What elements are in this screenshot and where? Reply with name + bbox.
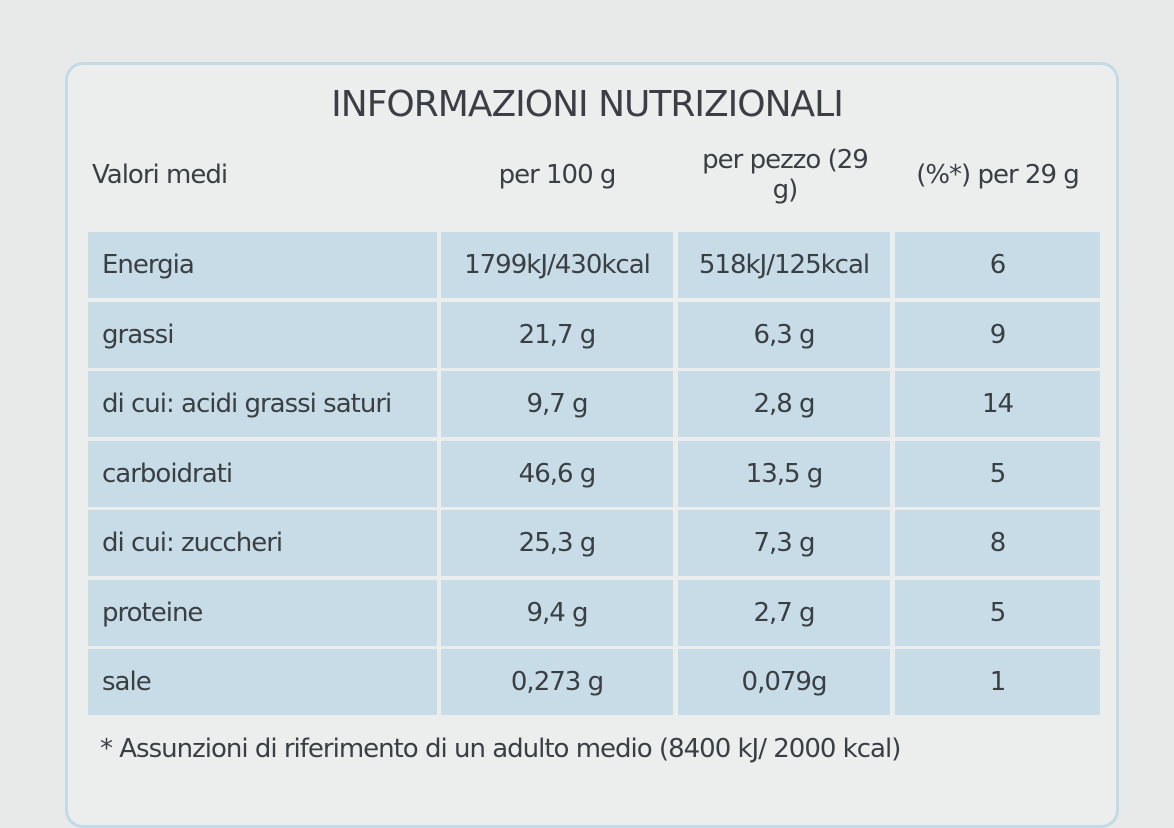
column-header: (%*) per 29 g	[916, 160, 1080, 190]
table-cell: grassi	[88, 301, 437, 368]
table-cell: 13,5 g	[678, 440, 890, 507]
table-cell: di cui: zuccheri	[88, 510, 437, 576]
table-cell: Energia	[88, 232, 437, 298]
table-cell: 0,079g	[678, 649, 890, 715]
column-header: per 100 g	[498, 160, 617, 190]
title: INFORMAZIONI NUTRIZIONALI	[331, 84, 844, 125]
table-cell: di cui: acidi grassi saturi	[88, 371, 437, 437]
table-cell: 9	[895, 301, 1100, 368]
table-cell: 9,7 g	[441, 371, 673, 437]
table-cell: 0,273 g	[441, 649, 673, 715]
table-cell: 6,3 g	[678, 301, 890, 368]
page: INFORMAZIONI NUTRIZIONALI Valori medi per…	[65, 62, 1119, 828]
column-header: per pezzo (29 g)	[702, 145, 869, 205]
table-cell: 7,3 g	[678, 510, 890, 576]
table-cell: 5	[895, 579, 1100, 646]
table-cell: carboidrati	[88, 440, 437, 507]
table-cell: 46,6 g	[441, 440, 673, 507]
table-cell: 6	[895, 232, 1100, 298]
column-header: Valori medi	[92, 160, 228, 190]
footnote: * Assunzioni di riferimento di un adulto…	[100, 734, 901, 764]
table-cell: 2,8 g	[678, 371, 890, 437]
table-cell: 1	[895, 649, 1100, 715]
table-cell: 8	[895, 510, 1100, 576]
table-cell: 1799kJ/430kcal	[441, 232, 673, 298]
table-cell: 9,4 g	[441, 579, 673, 646]
table-cell: 5	[895, 440, 1100, 507]
table-cell: 25,3 g	[441, 510, 673, 576]
table-cell: proteine	[88, 579, 437, 646]
table-cell: 518kJ/125kcal	[678, 232, 890, 298]
table-cell: 14	[895, 371, 1100, 437]
table-cell: 2,7 g	[678, 579, 890, 646]
table-cell: 21,7 g	[441, 301, 673, 368]
table-cell: sale	[88, 649, 437, 715]
